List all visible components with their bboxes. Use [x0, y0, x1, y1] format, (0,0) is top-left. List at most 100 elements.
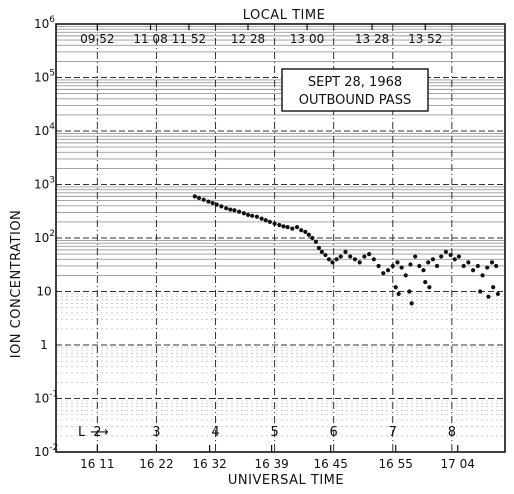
data-point — [475, 263, 480, 269]
data-point — [272, 221, 277, 226]
data-point — [367, 252, 372, 257]
y-tick-label: 102 — [34, 229, 55, 245]
data-point — [421, 268, 426, 273]
top-tick-label: 13 52 — [408, 32, 442, 46]
annotation-frame — [281, 68, 429, 112]
data-point — [334, 257, 339, 262]
y-tick-label: 10-2 — [34, 443, 58, 459]
annotation-line-2: OUTBOUND PASS — [299, 93, 411, 108]
data-point — [299, 228, 304, 233]
data-point — [443, 249, 449, 254]
data-point — [448, 252, 453, 258]
top-tick-label: 09 52 — [80, 32, 114, 46]
y-tick-base: 1 — [40, 338, 48, 352]
data-point — [385, 268, 391, 273]
data-point — [396, 291, 401, 297]
data-point — [381, 271, 386, 276]
data-point — [393, 285, 398, 290]
data-point — [461, 263, 466, 269]
l-tick-label: 2 — [93, 425, 101, 440]
data-point — [310, 235, 315, 241]
data-point — [313, 239, 319, 244]
data-point — [413, 254, 418, 259]
y-tick-exponent: 2 — [49, 229, 55, 239]
data-point — [201, 197, 206, 202]
data-point — [323, 252, 328, 258]
data-point — [267, 219, 272, 224]
data-point — [219, 204, 224, 209]
y-tick-exponent: 6 — [49, 15, 55, 25]
y-axis-title: ION CONCENTRATION — [9, 210, 24, 359]
top-tick-label: 12 28 — [231, 32, 265, 46]
y-tick-base: 10 — [36, 285, 51, 299]
data-point — [352, 257, 358, 262]
ut-tick-label: 16 22 — [139, 457, 173, 471]
data-point — [495, 291, 501, 297]
data-point — [452, 257, 457, 262]
data-point — [206, 199, 211, 204]
data-point — [294, 224, 300, 230]
data-point — [489, 260, 495, 265]
data-point — [371, 257, 376, 262]
data-point — [399, 265, 404, 270]
data-point — [494, 263, 499, 269]
data-point — [486, 294, 491, 299]
y-tick-base: 10 — [34, 17, 49, 31]
data-point — [330, 260, 335, 265]
y-tick-base: 10 — [34, 124, 49, 138]
plot-frame — [55, 23, 506, 453]
data-point — [214, 202, 219, 207]
data-point — [254, 214, 259, 219]
y-tick-exponent: -1 — [49, 390, 58, 400]
data-point — [407, 289, 412, 294]
ut-tick-label: 16 11 — [80, 457, 114, 471]
data-point — [362, 254, 367, 259]
data-point — [409, 301, 414, 306]
data-point — [196, 195, 202, 201]
y-tick-base: 10 — [34, 71, 49, 85]
data-point — [319, 249, 324, 254]
y-tick-base: 10 — [34, 392, 49, 406]
data-point — [357, 260, 362, 265]
y-tick-exponent: -2 — [49, 443, 58, 453]
y-tick-exponent: 5 — [49, 69, 55, 79]
ut-tick-label: 16 32 — [192, 457, 226, 471]
y-tick-exponent: 3 — [49, 176, 55, 186]
data-point — [263, 218, 268, 223]
data-point — [250, 213, 255, 218]
data-point — [281, 224, 286, 229]
ut-tick-label: 17 04 — [441, 457, 475, 471]
l-axis: L ⟶ 2 3 4 5 6 7 8 — [78, 425, 456, 440]
data-point — [417, 263, 422, 269]
y-tick-base: 10 — [34, 178, 49, 192]
data-point — [408, 262, 413, 267]
data-point — [423, 279, 428, 285]
data-point — [434, 263, 440, 269]
data-points — [192, 194, 501, 306]
data-point — [285, 224, 290, 230]
data-point — [427, 285, 432, 290]
data-point — [376, 263, 381, 269]
l-tick-label: 8 — [448, 425, 456, 440]
top-tick-label: 13 00 — [290, 32, 324, 46]
ut-ticks: 16 11 16 22 16 32 16 39 16 45 16 55 17 04 — [80, 445, 475, 471]
data-point — [210, 200, 215, 206]
data-point — [290, 226, 295, 231]
l-tick-label: 6 — [330, 425, 338, 440]
data-point — [338, 254, 343, 259]
data-point — [237, 209, 242, 214]
data-point — [390, 263, 395, 269]
data-point — [348, 254, 353, 259]
data-point — [456, 254, 462, 259]
data-point — [485, 265, 490, 270]
l-tick-label: 5 — [270, 425, 278, 440]
y-tick-label: 105 — [34, 69, 55, 85]
data-point — [303, 229, 308, 235]
data-point — [228, 207, 233, 212]
annotation-box: SEPT 28, 1968 OUTBOUND PASS — [281, 68, 429, 112]
data-point — [192, 194, 197, 199]
data-point — [241, 211, 246, 216]
data-point — [395, 260, 400, 265]
